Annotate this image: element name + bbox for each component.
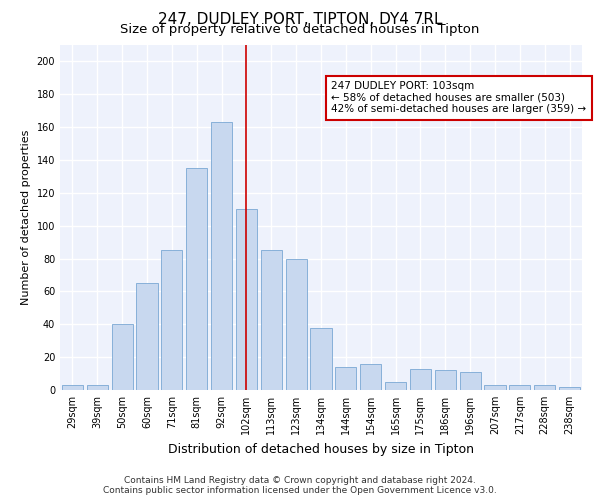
Bar — [460, 372, 481, 390]
Bar — [261, 250, 282, 390]
Bar — [211, 122, 232, 390]
X-axis label: Distribution of detached houses by size in Tipton: Distribution of detached houses by size … — [168, 442, 474, 456]
Y-axis label: Number of detached properties: Number of detached properties — [21, 130, 31, 305]
Text: Size of property relative to detached houses in Tipton: Size of property relative to detached ho… — [121, 22, 479, 36]
Bar — [484, 385, 506, 390]
Bar — [534, 385, 555, 390]
Bar — [62, 385, 83, 390]
Bar — [236, 210, 257, 390]
Bar — [360, 364, 381, 390]
Bar — [335, 367, 356, 390]
Bar — [112, 324, 133, 390]
Bar — [87, 385, 108, 390]
Bar — [509, 385, 530, 390]
Bar — [286, 258, 307, 390]
Text: 247, DUDLEY PORT, TIPTON, DY4 7RL: 247, DUDLEY PORT, TIPTON, DY4 7RL — [158, 12, 442, 28]
Bar — [186, 168, 207, 390]
Bar — [559, 386, 580, 390]
Bar — [435, 370, 456, 390]
Bar — [410, 368, 431, 390]
Bar — [161, 250, 182, 390]
Text: Contains HM Land Registry data © Crown copyright and database right 2024.
Contai: Contains HM Land Registry data © Crown c… — [103, 476, 497, 495]
Bar — [136, 283, 158, 390]
Bar — [310, 328, 332, 390]
Bar — [385, 382, 406, 390]
Text: 247 DUDLEY PORT: 103sqm
← 58% of detached houses are smaller (503)
42% of semi-d: 247 DUDLEY PORT: 103sqm ← 58% of detache… — [331, 81, 587, 114]
